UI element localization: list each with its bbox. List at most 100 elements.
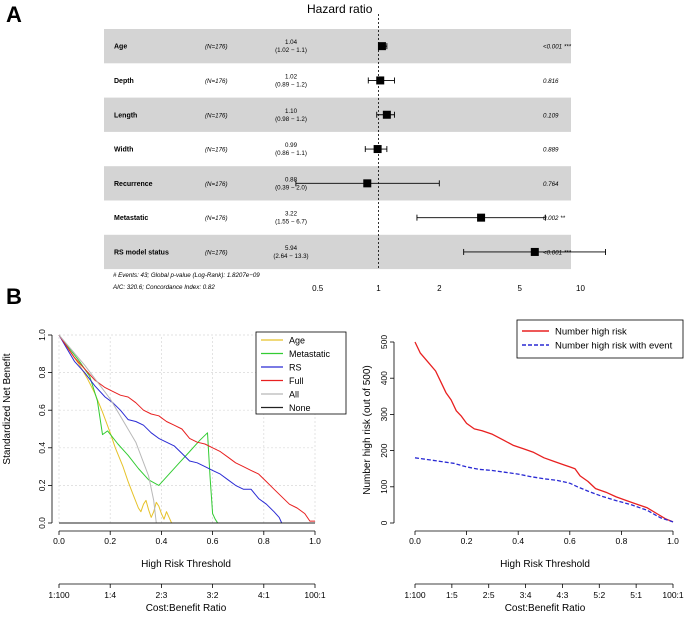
forest-row-ci: (0.86 − 1.1) xyxy=(275,150,307,157)
cost-benefit-tick-label: 1:100 xyxy=(48,590,70,600)
x-tick-label: 0.4 xyxy=(155,536,167,546)
y-tick-label: 0.8 xyxy=(37,366,47,378)
forest-row-pvalue: <0.001 *** xyxy=(543,44,572,51)
forest-row-pvalue: <0.001 *** xyxy=(543,249,572,256)
dca-legend-label: Age xyxy=(289,336,305,346)
cost-benefit-tick-label: 1:4 xyxy=(104,590,116,600)
cip-legend-label: Number high risk with event xyxy=(555,341,673,352)
forest-title: Hazard ratio xyxy=(307,2,373,16)
forest-row-ci: (2.64 − 13.3) xyxy=(273,253,308,260)
forest-row-pvalue: 0.816 xyxy=(543,78,559,85)
forest-point-estimate xyxy=(477,213,486,222)
x-tick-label: 0.2 xyxy=(461,536,473,546)
series-line-age xyxy=(58,334,315,524)
y-tick-label: 0.0 xyxy=(37,517,47,529)
x-tick-label: 1.0 xyxy=(667,536,679,546)
x-tick-label: 0.6 xyxy=(207,536,219,546)
cost-benefit-tick-label: 4:3 xyxy=(557,590,569,600)
forest-point-estimate xyxy=(377,42,386,51)
cost-benefit-tick-label: 3:2 xyxy=(207,590,219,600)
forest-row-band xyxy=(104,97,571,132)
cost-benefit-tick-label: 3:4 xyxy=(520,590,532,600)
y-tick-label: 1.0 xyxy=(37,329,47,341)
series-line-all xyxy=(58,334,157,524)
forest-row-n: (N=176) xyxy=(205,181,228,188)
y-tick-label: 0 xyxy=(379,520,389,525)
forest-row-label: Depth xyxy=(114,78,134,85)
x-tick-label: 0.6 xyxy=(564,536,576,546)
series-line-number-high-risk xyxy=(414,341,674,523)
x-tick-label: 0.8 xyxy=(615,536,627,546)
y-tick-label: 0.2 xyxy=(37,479,47,491)
cip-legend-label: Number high risk xyxy=(555,327,627,338)
forest-row-ci: (0.89 − 1.2) xyxy=(275,81,307,88)
y-tick-label: 400 xyxy=(379,371,389,385)
forest-row-hr: 1.02 xyxy=(285,73,298,80)
cost-benefit-tick-label: 2:3 xyxy=(155,590,167,600)
forest-row-pvalue: 0.109 xyxy=(543,112,559,119)
cost-benefit-tick-label: 1:5 xyxy=(446,590,458,600)
x-tick-label: 0.4 xyxy=(512,536,524,546)
cost-benefit-tick-label: 4:1 xyxy=(258,590,270,600)
forest-row-band xyxy=(104,29,571,64)
forest-row-n: (N=176) xyxy=(205,44,228,51)
cip-legend: Number high risk Number high risk with ev… xyxy=(516,319,684,359)
series-line-metastatic xyxy=(58,334,315,524)
dca-legend-label: Full xyxy=(289,376,304,386)
forest-point-estimate xyxy=(382,110,391,119)
forest-row-label: RS model status xyxy=(114,249,169,256)
x-tick-label: 0.2 xyxy=(104,536,116,546)
forest-row-hr: 1.04 xyxy=(285,39,298,46)
forest-row-label: Length xyxy=(114,112,137,119)
dca-legend: Age Metastatic RS Full All None xyxy=(255,331,347,415)
dca-legend-label: All xyxy=(289,390,299,400)
y-tick-label: 200 xyxy=(379,443,389,457)
dca-legend-label: Metastatic xyxy=(289,349,331,359)
forest-row-pvalue: 0.889 xyxy=(543,147,559,154)
y-tick-label: 100 xyxy=(379,479,389,493)
forest-footnote-aic: AIC: 320.6; Concordance Index: 0.82 xyxy=(112,284,215,291)
x-tick-label: 0.0 xyxy=(409,536,421,546)
dca-xlabel: High Risk Threshold xyxy=(141,559,231,570)
cip-xlabel: High Risk Threshold xyxy=(500,559,590,570)
forest-row-hr: 0.88 xyxy=(285,176,298,183)
forest-x-tick-label: 0.5 xyxy=(312,284,324,293)
decision-curve-plot: 0.0 0.2 0.4 0.6 0.8 1.0 0.0 0.2 0.4 0.6 0.8 1.0 1:10… xyxy=(2,329,347,614)
cost-benefit-tick-label: 1:100 xyxy=(404,590,426,600)
forest-row-ci: (0.39 − 2.0) xyxy=(275,184,307,191)
forest-row-ci: (1.55 − 6.7) xyxy=(275,219,307,226)
forest-row-n: (N=176) xyxy=(205,147,228,154)
forest-x-tick-label: 1 xyxy=(376,284,381,293)
y-tick-label: 0.6 xyxy=(37,404,47,416)
cost-benefit-tick-label: 100:1 xyxy=(662,590,684,600)
cip-ylabel: Number high risk (out of 500) xyxy=(362,365,373,495)
forest-x-tick-label: 2 xyxy=(437,284,442,293)
forest-row-hr: 5.94 xyxy=(285,245,298,252)
forest-x-tick-label: 5 xyxy=(517,284,522,293)
forest-row-hr: 1.10 xyxy=(285,108,298,115)
cip-legend-box xyxy=(516,319,684,359)
forest-row-hr: 3.22 xyxy=(285,211,298,218)
forest-row-n: (N=176) xyxy=(205,112,228,119)
series-line-number-high-risk-with-event xyxy=(414,457,674,523)
series-line-rs xyxy=(58,334,315,524)
forest-row-pvalue: 0.002 ** xyxy=(543,215,566,222)
cip-cost-benefit-label: Cost:Benefit Ratio xyxy=(505,603,586,614)
dca-cost-benefit-label: Cost:Benefit Ratio xyxy=(146,603,227,614)
dca-legend-label: RS xyxy=(289,363,302,373)
dca-ylabel: Standardized Net Benefit xyxy=(2,353,13,464)
forest-row-hr: 0.99 xyxy=(285,142,298,149)
cost-benefit-tick-label: 100:1 xyxy=(304,590,326,600)
cost-benefit-tick-label: 2:5 xyxy=(483,590,495,600)
y-tick-label: 500 xyxy=(379,335,389,349)
y-tick-label: 300 xyxy=(379,407,389,421)
clinical-impact-plot: 0.0 0.2 0.4 0.6 0.8 1.0 0 100 200 300 400 500 1:100 1… xyxy=(362,319,684,614)
forest-row-label: Recurrence xyxy=(114,181,153,188)
y-tick-label: 0.4 xyxy=(37,442,47,454)
forest-row-label: Width xyxy=(114,147,133,154)
forest-footnote-events: # Events: 43; Global p-value (Log-Rank):… xyxy=(113,272,260,279)
forest-row-n: (N=176) xyxy=(205,215,228,222)
forest-point-estimate xyxy=(530,247,539,256)
cost-benefit-tick-label: 5:2 xyxy=(593,590,605,600)
